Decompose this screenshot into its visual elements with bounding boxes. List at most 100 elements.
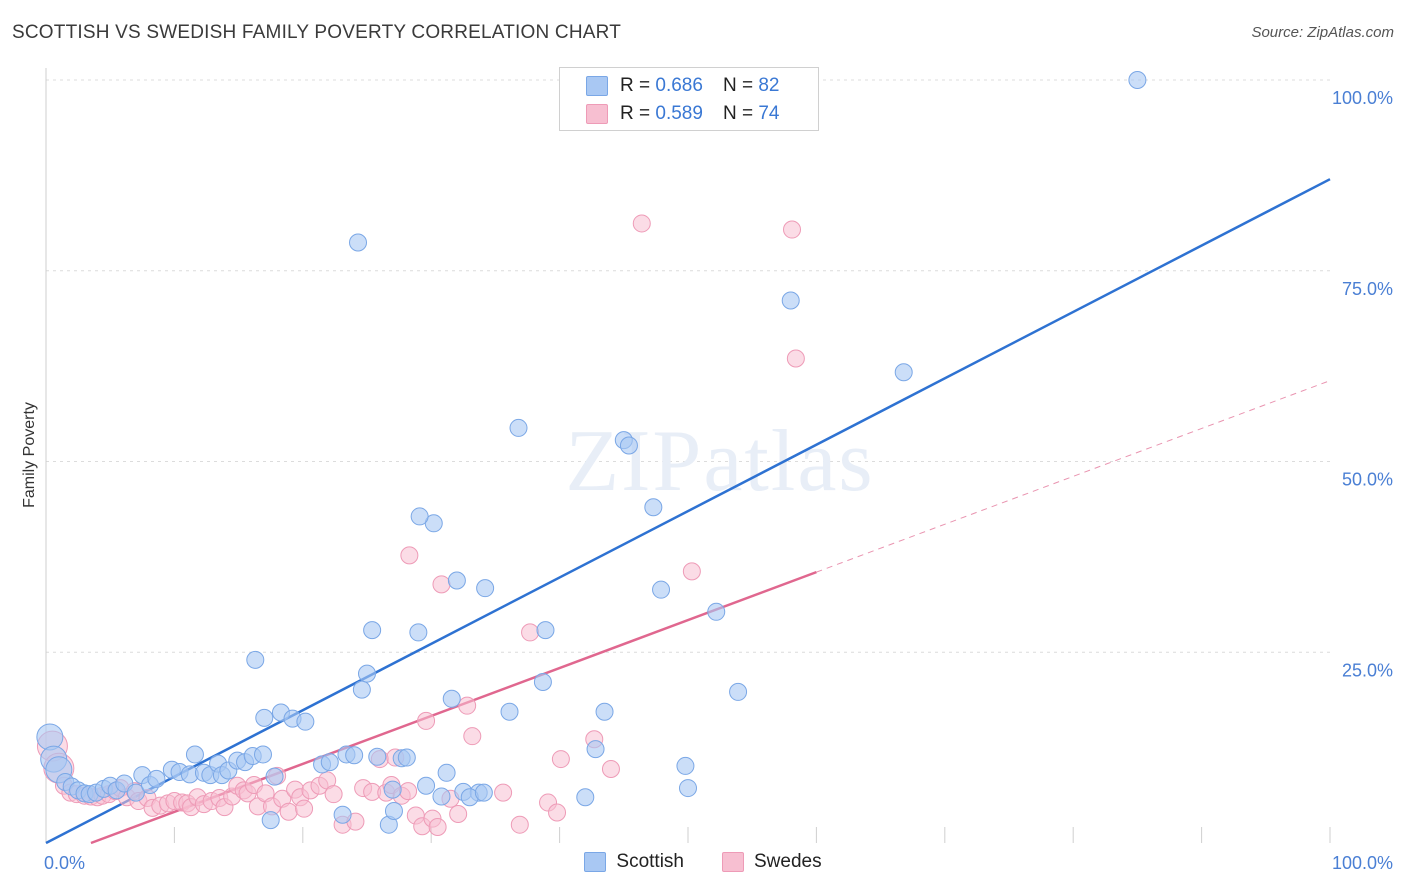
trend-lines	[45, 178, 1331, 845]
scottish-point	[894, 363, 913, 382]
swedes-trend-extension	[816, 380, 1331, 573]
legend-label-swedes: Swedes	[753, 851, 822, 872]
swedes-point	[295, 799, 314, 818]
scottish-point	[533, 673, 552, 692]
y-tick-label: 100.0%	[1332, 88, 1393, 108]
tick-labels: 100.0% 75.0% 50.0% 25.0% 0.0% 100.0%	[44, 88, 1393, 873]
legend-item-swedes: Swedes	[721, 851, 822, 873]
scottish-point	[417, 776, 436, 795]
scottish-points	[36, 71, 1147, 834]
scottish-swatch	[586, 76, 608, 96]
n-value-scottish: 82	[758, 75, 780, 96]
swedes-point	[324, 785, 343, 804]
swedes-point	[400, 546, 419, 565]
legend-row-swedes: R = 0.589 N = 74	[586, 101, 779, 127]
swedes-point	[458, 696, 477, 715]
scottish-point	[644, 498, 663, 517]
scottish-point	[676, 756, 695, 775]
scottish-point	[265, 767, 284, 786]
r-label: R =	[620, 103, 651, 124]
scottish-point	[447, 571, 466, 590]
swedes-point	[521, 623, 540, 642]
scottish-point	[384, 801, 403, 820]
scottish-trend-line	[45, 178, 1331, 845]
series-legend: Scottish Swedes	[0, 851, 1406, 873]
scottish-point	[437, 763, 456, 782]
swedes-point	[510, 815, 529, 834]
scottish-point	[261, 811, 280, 830]
swedes-point	[601, 759, 620, 778]
legend-label-scottish: Scottish	[616, 851, 684, 872]
scottish-point	[409, 623, 428, 642]
scottish-point	[536, 621, 555, 640]
x-tick-label: 0.0%	[44, 853, 85, 873]
n-value-swedes: 74	[758, 103, 780, 124]
swedes-point	[428, 817, 447, 836]
swedes-point	[783, 220, 802, 239]
scottish-point	[333, 805, 352, 824]
y-tick-label: 25.0%	[1342, 660, 1393, 680]
n-label: N =	[722, 103, 754, 124]
r-value-swedes: 0.589	[655, 103, 703, 124]
scottish-point	[253, 745, 272, 764]
y-tick-label: 50.0%	[1342, 470, 1393, 490]
y-tick-label: 75.0%	[1342, 279, 1393, 299]
x-tick-label: 100.0%	[1332, 853, 1393, 873]
scottish-point	[432, 787, 451, 806]
scottish-point	[679, 779, 697, 798]
scottish-point	[368, 747, 387, 766]
swedes-point	[449, 805, 468, 824]
swedes-point	[548, 803, 567, 822]
swedes-point	[632, 214, 651, 233]
scottish-point	[383, 780, 402, 799]
scottish-point	[352, 680, 371, 699]
r-value-scottish: 0.686	[655, 75, 703, 96]
scottish-point	[707, 602, 726, 621]
scottish-point	[781, 291, 800, 310]
swedes-point	[551, 750, 570, 769]
swedes-point	[682, 562, 701, 581]
swedes-swatch	[721, 852, 744, 872]
legend-item-scottish: Scottish	[584, 851, 684, 873]
swedes-point	[279, 802, 298, 821]
scottish-point	[363, 621, 382, 640]
scottish-point	[595, 702, 614, 721]
swedes-point	[432, 575, 451, 594]
swedes-point	[494, 783, 513, 802]
grid-lines	[45, 68, 1331, 843]
scottish-point	[147, 769, 166, 788]
source-label: Source: ZipAtlas.com	[1251, 24, 1394, 41]
scottish-point	[652, 580, 671, 599]
scottish-point	[410, 507, 429, 526]
scottish-point	[320, 753, 339, 772]
scottish-point	[255, 708, 274, 727]
swedes-swatch	[586, 104, 608, 124]
swedes-point	[399, 782, 418, 801]
scottish-point	[576, 788, 595, 807]
scottish-point	[349, 233, 368, 252]
scottish-point	[345, 746, 364, 765]
scottish-point	[500, 702, 519, 721]
chart-title: SCOTTISH VS SWEDISH FAMILY POVERTY CORRE…	[12, 22, 622, 43]
swedes-point	[417, 711, 436, 730]
scottish-point	[586, 740, 605, 759]
scottish-swatch	[584, 852, 607, 872]
n-label: N =	[722, 75, 754, 96]
scottish-point	[36, 723, 64, 751]
scottish-point	[476, 579, 495, 598]
scottish-point	[442, 689, 461, 708]
scottish-point	[509, 418, 528, 437]
r-label: R =	[620, 75, 651, 96]
scottish-point	[729, 682, 748, 701]
scottish-point	[185, 745, 204, 764]
legend-row-scottish: R = 0.686 N = 82	[586, 73, 779, 99]
correlation-legend: R = 0.686 N = 82 R = 0.589 N = 74	[559, 67, 819, 131]
scottish-point	[397, 748, 416, 767]
scottish-point	[296, 712, 315, 731]
scottish-point	[358, 664, 376, 683]
scottish-point	[619, 436, 638, 455]
swedes-point	[463, 727, 482, 746]
scottish-point	[246, 650, 265, 669]
scottish-point	[474, 783, 493, 802]
